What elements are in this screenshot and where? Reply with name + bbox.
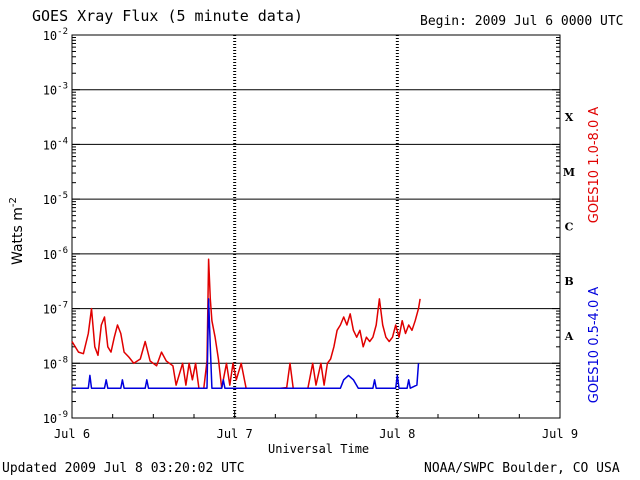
- x-axis-title: Universal Time: [268, 442, 370, 456]
- y-axis-title: Watts m-2: [8, 197, 26, 265]
- x-tick-label: Jul 7: [217, 427, 253, 441]
- y-tick-label: 10-5: [43, 191, 68, 207]
- plot-frame: [71, 34, 561, 419]
- flare-class-a: A: [564, 330, 574, 343]
- x-axis-ticks: Jul 6 Jul 7 Jul 8 Jul 9: [54, 35, 578, 441]
- y-tick-label: 10-7: [43, 301, 68, 317]
- flare-class-m: M: [563, 166, 575, 179]
- chart-title: GOES Xray Flux (5 minute data): [32, 7, 303, 25]
- y-tick-label: 10-6: [43, 246, 68, 262]
- y-tick-label: 10-4: [43, 136, 68, 152]
- y-tick-label: 10-9: [43, 410, 68, 426]
- legend-entry-2: GOES10 0.5-4.0 A: [587, 287, 602, 404]
- flare-class-b: B: [564, 275, 573, 288]
- y-tick-label: 10-3: [43, 82, 68, 98]
- flare-class-x: X: [565, 111, 574, 124]
- x-tick-label: Jul 9: [542, 427, 578, 441]
- series-line-2: [72, 298, 420, 389]
- y-tick-label: 10-2: [43, 27, 68, 43]
- series-line-1: [71, 258, 421, 389]
- grid-lines: [72, 89, 560, 364]
- y-axis-ticks: 10-2 10-3 10-4 10-5 10-6 10-7 10-8 10-9: [43, 27, 560, 426]
- y-tick-label: 10-8: [43, 355, 68, 371]
- legend: GOES10 1.0-8.0 A GOES10 0.5-4.0 A: [587, 107, 602, 404]
- x-tick-label: Jul 8: [379, 427, 415, 441]
- begin-time-label: Begin: 2009 Jul 6 0000 UTC: [420, 14, 624, 29]
- x-tick-label: Jul 6: [54, 427, 90, 441]
- series-lines: [71, 258, 421, 389]
- credit-label: NOAA/SWPC Boulder, CO USA: [424, 461, 620, 476]
- legend-entry-1: GOES10 1.0-8.0 A: [587, 107, 602, 224]
- updated-timestamp: Updated 2009 Jul 8 03:20:02 UTC: [2, 461, 245, 476]
- flare-class-labels: X M C B A: [563, 111, 575, 343]
- flare-class-c: C: [565, 221, 574, 234]
